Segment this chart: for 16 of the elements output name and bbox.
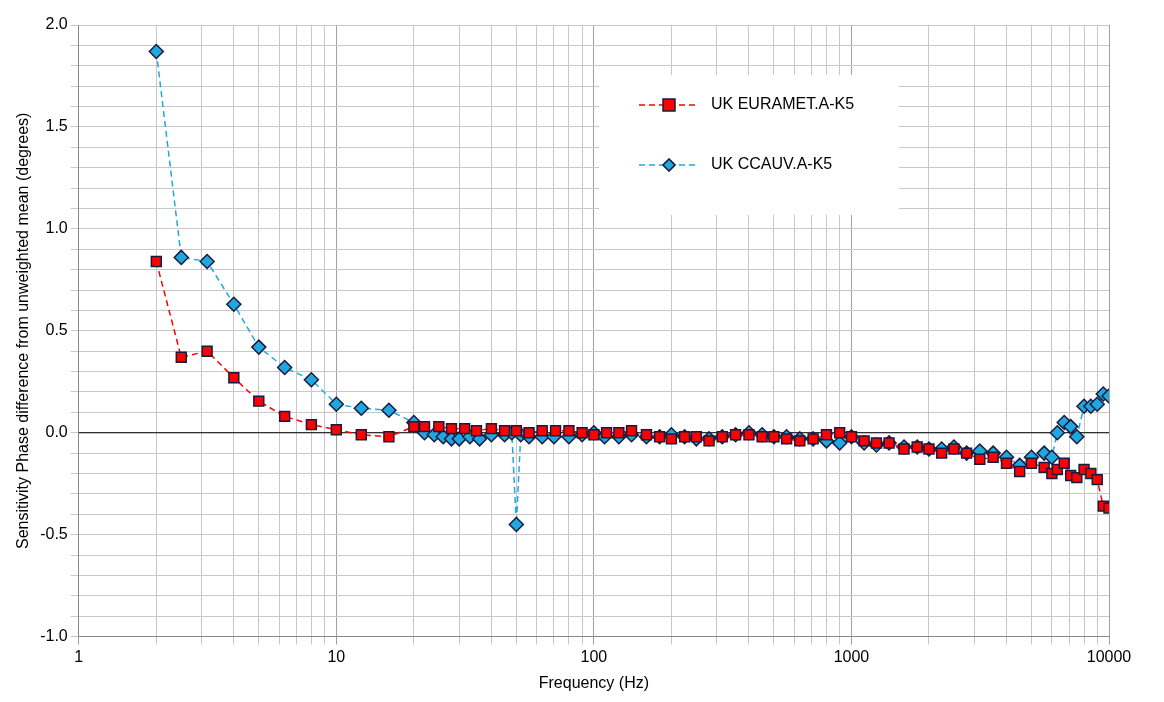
y-tick-label: 0.0	[45, 423, 68, 441]
y-tick-label: 2.0	[45, 15, 68, 33]
x-axis-title: Frequency (Hz)	[538, 673, 650, 691]
x-tick-label: 1	[74, 647, 84, 665]
legend-label: UK CCAUV.A-K5	[711, 155, 833, 173]
y-tick-label: 0.5	[45, 321, 68, 339]
x-tick-label: 10	[327, 647, 346, 665]
x-tick-label: 100	[580, 647, 608, 665]
x-tick-label: 1000	[833, 647, 870, 665]
y-tick-label: 1.0	[45, 219, 68, 237]
legend-label: UK EURAMET.A-K5	[711, 95, 855, 113]
y-axis-title: Sensitivity Phase difference from unweighted mean (degrees)	[14, 112, 32, 549]
y-tick-label: -0.5	[40, 525, 68, 543]
x-tick-label: 10000	[1086, 647, 1132, 665]
y-tick-label: 1.5	[45, 117, 68, 135]
y-tick-label: -1.0	[40, 627, 68, 645]
